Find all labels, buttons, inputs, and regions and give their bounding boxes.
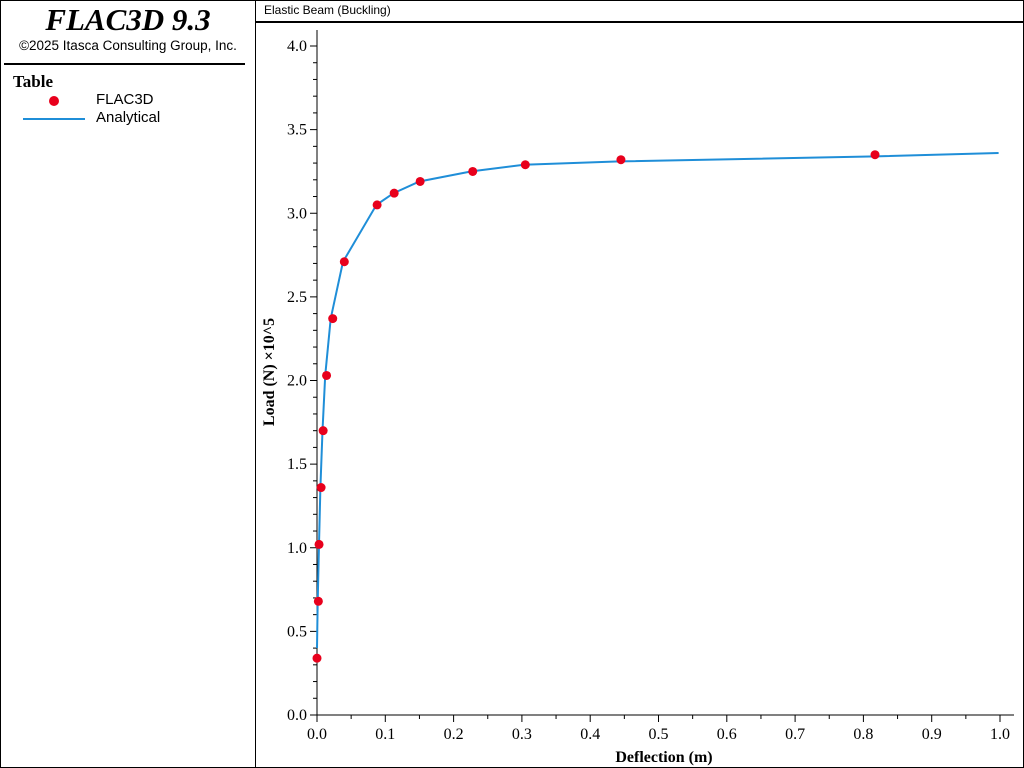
flac3d-point — [616, 155, 626, 165]
x-tick-label: 0.6 — [717, 726, 737, 743]
x-tick-label: 0.0 — [307, 726, 327, 743]
flac3d-point — [312, 653, 322, 663]
x-axis-title: Deflection (m) — [615, 749, 712, 766]
legend-panel: FLAC3D 9.3 ©2025 Itasca Consulting Group… — [0, 0, 256, 768]
flac3d-point — [415, 176, 425, 186]
y-tick-label: 3.5 — [287, 122, 307, 139]
flac3d-point — [313, 596, 323, 606]
legend-separator — [4, 63, 245, 65]
x-tick-label: 0.2 — [444, 726, 464, 743]
app-title: FLAC3D 9.3 — [45, 2, 211, 37]
plot-title: Elastic Beam (Buckling) — [264, 3, 391, 17]
flac3d-point — [372, 200, 382, 210]
analytical-line — [316, 152, 999, 649]
copyright-text: ©2025 Itasca Consulting Group, Inc. — [19, 38, 237, 53]
x-tick-label: 0.3 — [512, 726, 532, 743]
x-tick-label: 0.9 — [922, 726, 942, 743]
y-tick-label: 1.5 — [287, 456, 307, 473]
chart-ticks: 0.0 0.5 1.0 1.5 2.0 2.5 3.0 3.5 4.0 0.0 0.1 0.2 0.3 0… — [287, 38, 1010, 743]
series-flac3d — [312, 150, 880, 663]
x-tick-label: 0.1 — [375, 726, 395, 743]
x-tick-label: 0.7 — [785, 726, 805, 743]
flac3d-point — [316, 483, 326, 493]
flac3d-point — [468, 166, 478, 176]
x-tick-label: 1.0 — [990, 726, 1010, 743]
y-axis-title: Load (N) ×10^5 — [261, 318, 278, 426]
x-tick-label: 0.8 — [853, 726, 873, 743]
flac3d-point — [322, 370, 332, 380]
y-tick-label: 3.0 — [287, 205, 307, 222]
x-tick-label: 0.4 — [580, 726, 600, 743]
y-tick-label: 0.0 — [287, 707, 307, 724]
flac3d-point — [314, 539, 324, 549]
flac3d-point — [520, 160, 530, 170]
legend-analytical-marker — [23, 118, 85, 120]
series-analytical — [316, 152, 999, 649]
y-tick-label: 2.5 — [287, 289, 307, 306]
flac3d-point — [339, 257, 349, 267]
flac3d-point — [328, 314, 338, 324]
x-tick-label: 0.5 — [649, 726, 669, 743]
title-separator — [256, 21, 1024, 23]
flac3d-point — [389, 188, 399, 198]
y-tick-label: 4.0 — [287, 38, 307, 55]
flac3d-point — [318, 426, 328, 436]
legend-flac3d-label: FLAC3D — [96, 91, 154, 108]
legend-analytical-label: Analytical — [96, 109, 161, 126]
legend-flac3d-marker — [49, 96, 59, 106]
y-tick-label: 2.0 — [287, 373, 307, 390]
chart-axes — [316, 30, 1014, 716]
flac3d-point — [870, 150, 880, 160]
y-tick-label: 1.0 — [287, 540, 307, 557]
legend-heading: Table — [13, 72, 54, 91]
y-tick-label: 0.5 — [287, 623, 307, 640]
